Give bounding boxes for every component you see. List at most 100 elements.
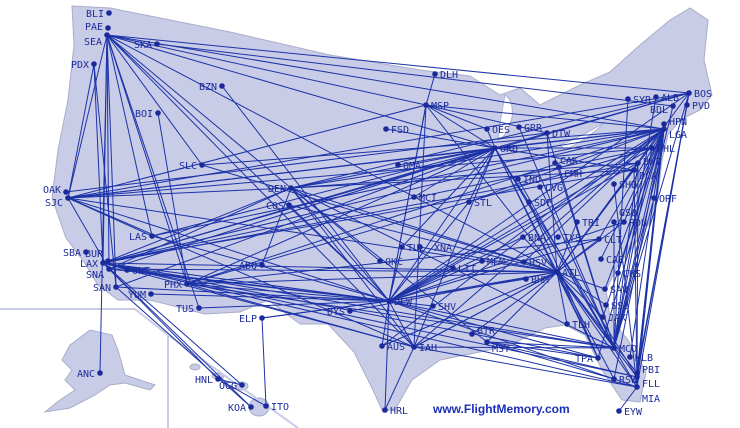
airport-dot[interactable] <box>377 258 383 264</box>
airport-dot[interactable] <box>611 219 617 225</box>
airport-dot[interactable] <box>598 256 604 262</box>
airport-gso[interactable]: GSO <box>611 208 637 225</box>
airport-dot[interactable] <box>347 308 353 314</box>
airport-dtw[interactable]: DTW <box>544 129 571 140</box>
airport-dot[interactable] <box>596 236 602 242</box>
airport-oma[interactable]: OMA <box>395 161 421 172</box>
airport-dot[interactable] <box>466 199 472 205</box>
airport-dot[interactable] <box>625 96 631 102</box>
airport-dot[interactable] <box>469 331 475 337</box>
airport-dca[interactable]: DCA <box>631 167 657 182</box>
airport-dot[interactable] <box>574 219 580 225</box>
airport-bzn[interactable]: BZN <box>199 82 225 93</box>
airport-dot[interactable] <box>649 145 655 151</box>
airport-iah[interactable]: IAH <box>411 343 437 354</box>
airport-dot[interactable] <box>105 258 111 264</box>
airport-pbi[interactable]: PBI <box>634 365 660 376</box>
airport-san[interactable]: SAN <box>93 283 119 294</box>
airport-ito[interactable]: ITO <box>263 402 289 413</box>
airport-dot[interactable] <box>516 124 522 130</box>
airport-dot[interactable] <box>155 110 161 116</box>
airport-dot[interactable] <box>603 302 609 308</box>
airport-dlh[interactable]: DLH <box>432 70 458 81</box>
airport-mco[interactable]: MCO <box>611 344 637 355</box>
airport-dot[interactable] <box>515 176 521 182</box>
airport-dot[interactable] <box>450 265 456 271</box>
airport-dot[interactable] <box>91 61 97 67</box>
airport-pdx[interactable]: PDX <box>71 60 97 71</box>
airport-dot[interactable] <box>379 343 385 349</box>
airport-dot[interactable] <box>627 354 633 360</box>
airport-dot[interactable] <box>65 195 71 201</box>
airport-cmh[interactable]: CMH <box>556 164 582 180</box>
airport-dot[interactable] <box>411 194 417 200</box>
airport-dot[interactable] <box>670 103 676 109</box>
airport-sea[interactable]: SEA <box>84 32 110 48</box>
airport-dot[interactable] <box>430 303 436 309</box>
airport-dot[interactable] <box>100 260 106 266</box>
airport-rdu[interactable]: RDU <box>621 218 647 229</box>
airport-pae[interactable]: PAE <box>85 22 111 33</box>
airport-tys[interactable]: TYS <box>555 233 581 244</box>
airport-dot[interactable] <box>417 244 423 250</box>
airport-sdf[interactable]: SDF <box>526 198 552 209</box>
airport-dot[interactable] <box>263 403 269 409</box>
airport-grr[interactable]: GRR <box>516 123 543 134</box>
airport-den[interactable]: DEN <box>268 184 294 195</box>
airport-dot[interactable] <box>521 259 527 265</box>
airport-dot[interactable] <box>288 185 294 191</box>
airport-msy[interactable]: MSY <box>484 339 510 355</box>
airport-tpa[interactable]: TPA <box>575 354 601 365</box>
airport-dot[interactable] <box>484 126 490 132</box>
airport-dot[interactable] <box>653 94 659 100</box>
airport-dot[interactable] <box>634 374 640 380</box>
airport-sna[interactable]: SNA <box>86 266 112 281</box>
airport-tri[interactable]: TRI <box>574 218 600 229</box>
airport-dot[interactable] <box>148 291 154 297</box>
airport-dot[interactable] <box>399 244 405 250</box>
airport-hsv[interactable]: HSV <box>521 258 547 269</box>
airport-oes[interactable]: OES <box>484 125 510 136</box>
airport-mci[interactable]: MCI <box>411 193 437 204</box>
airport-orf[interactable]: ORF <box>651 194 677 205</box>
airport-dot[interactable] <box>395 162 401 168</box>
airport-dot[interactable] <box>154 41 160 47</box>
airport-phl[interactable]: PHL <box>649 144 675 155</box>
airport-dot[interactable] <box>239 382 245 388</box>
airport-cak[interactable]: CAK <box>552 156 578 167</box>
airport-dot[interactable] <box>219 83 225 89</box>
airport-jax[interactable]: JAX <box>600 313 626 324</box>
airport-atl[interactable]: ATL <box>554 268 580 279</box>
airport-bwi[interactable]: BWI <box>635 157 661 168</box>
airport-yum[interactable]: YUM <box>128 290 154 301</box>
airport-dot[interactable] <box>423 102 429 108</box>
airport-abq[interactable]: ABQ <box>239 261 265 272</box>
airport-shv[interactable]: SHV <box>430 302 456 313</box>
airport-slc[interactable]: SLC <box>179 161 205 172</box>
airport-clt[interactable]: CLT <box>596 235 622 246</box>
airport-cae[interactable]: CAE <box>598 255 624 266</box>
airport-dot[interactable] <box>554 269 560 275</box>
airport-mem[interactable]: MEM <box>479 257 505 268</box>
airport-dot[interactable] <box>106 10 112 16</box>
airport-bna[interactable]: BNA <box>520 233 546 244</box>
airport-dot[interactable] <box>124 267 130 273</box>
airport-dot[interactable] <box>556 164 562 170</box>
airport-dot[interactable] <box>63 189 69 195</box>
airport-dot[interactable] <box>383 126 389 132</box>
airport-koa[interactable]: KOA <box>228 403 254 414</box>
airport-dot[interactable] <box>432 71 438 77</box>
airport-dot[interactable] <box>113 284 119 290</box>
airport-dot[interactable] <box>215 376 221 382</box>
airport-las[interactable]: LAS <box>129 232 155 243</box>
airport-dot[interactable] <box>615 270 621 276</box>
airport-dot[interactable] <box>104 32 110 38</box>
airport-dot[interactable] <box>386 298 392 304</box>
airport-ssi[interactable]: SSI <box>603 301 629 312</box>
airport-bdl[interactable]: BDL <box>650 103 676 116</box>
airport-dot[interactable] <box>199 162 205 168</box>
airport-dot[interactable] <box>544 130 550 136</box>
airport-dot[interactable] <box>635 160 641 166</box>
airport-dot[interactable] <box>552 160 558 166</box>
airport-pvd[interactable]: PVD <box>684 101 710 112</box>
